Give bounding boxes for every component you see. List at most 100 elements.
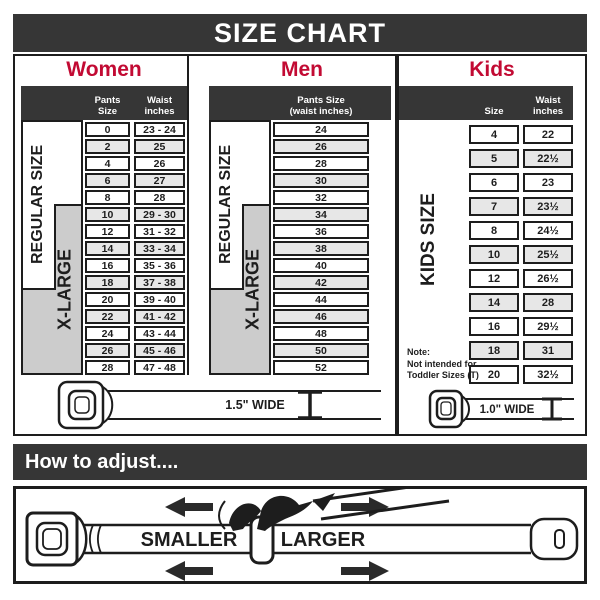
kids-note: Note: Not intended for Toddler Sizes (T) [407, 346, 479, 381]
waist-cell: 35 - 36 [134, 258, 185, 273]
table-row: 28 47 - 48 [85, 360, 185, 375]
table-row: 20 39 - 40 [85, 292, 185, 307]
kids-rows: 4 22 5 22½ 6 23 7 23½ 8 24½ [469, 120, 573, 384]
women-table-header: Pants Size Waist inches [21, 86, 187, 120]
hand-illustration [218, 489, 450, 531]
adult-section-box: Women Pants Size Waist inches [13, 54, 397, 436]
table-row: 12 26½ [469, 269, 573, 288]
pants-size-cell: 28 [273, 156, 369, 171]
kids-section-box: Kids Size Waist inches KIDS SIZE Note: N… [397, 54, 587, 436]
pants-size-cell: 48 [273, 326, 369, 341]
table-row: 24 43 - 44 [85, 326, 185, 341]
waist-cell: 23 - 24 [134, 122, 185, 137]
waist-cell: 32½ [523, 365, 573, 384]
table-row: 46 [273, 309, 369, 324]
kids-table-header: Size Waist inches [399, 86, 573, 120]
table-row: 8 24½ [469, 221, 573, 240]
size-chart-page: SIZE CHART Women Pants Size Waist inches [13, 14, 587, 584]
kids-size-header: Size [484, 105, 504, 117]
kids-belt-illustration: 1.0" WIDE [399, 384, 585, 434]
table-row: 2 25 [85, 139, 185, 154]
waist-cell: 28 [523, 293, 573, 312]
waist-cell: 25 [134, 139, 185, 154]
table-row: 4 22 [469, 125, 573, 144]
men-section: Men Pants Size (waist inches) [189, 56, 395, 375]
pants-size-cell: 16 [85, 258, 130, 273]
table-row: 20 32½ [469, 365, 573, 384]
men-rows: 24 26 28 30 32 34 [273, 120, 369, 375]
women-section: Women Pants Size Waist inches [15, 56, 189, 375]
table-row: 52 [273, 360, 369, 375]
waist-cell: 23½ [523, 197, 573, 216]
waist-cell: 45 - 46 [134, 343, 185, 358]
belt-tip [529, 517, 579, 561]
table-row: 42 [273, 275, 369, 290]
women-size-type-column: REGULAR SIZE X-LARGE [21, 120, 83, 375]
table-row: 10 29 - 30 [85, 207, 185, 222]
table-row: 0 23 - 24 [85, 122, 185, 137]
table-row: 6 23 [469, 173, 573, 192]
page-title: SIZE CHART [13, 14, 587, 52]
size-cell: 14 [469, 293, 519, 312]
pants-size-cell: 0 [85, 122, 130, 137]
table-row: 16 29½ [469, 317, 573, 336]
pants-size-cell: 18 [85, 275, 130, 290]
size-cell: 16 [469, 317, 519, 336]
pants-size-cell: 40 [273, 258, 369, 273]
pants-size-cell: 50 [273, 343, 369, 358]
kids-belt-width-label: 1.0" WIDE [480, 404, 535, 416]
women-title: Women [66, 58, 142, 81]
pants-size-cell: 44 [273, 292, 369, 307]
size-cell: 10 [469, 245, 519, 264]
pants-size-cell: 42 [273, 275, 369, 290]
pants-size-cell: 12 [85, 224, 130, 239]
table-row: 50 [273, 343, 369, 358]
waist-cell: 41 - 42 [134, 309, 185, 324]
pants-size-cell: 8 [85, 190, 130, 205]
waist-cell: 29 - 30 [134, 207, 185, 222]
pants-size-cell: 32 [273, 190, 369, 205]
table-row: 26 [273, 139, 369, 154]
pants-size-cell: 24 [85, 326, 130, 341]
waist-cell: 23 [523, 173, 573, 192]
kids-size-type-column: KIDS SIZE Note: Not intended for Toddler… [407, 120, 479, 384]
table-row: 12 31 - 32 [85, 224, 185, 239]
waist-cell: 26½ [523, 269, 573, 288]
waist-cell: 29½ [523, 317, 573, 336]
pants-size-cell: 4 [85, 156, 130, 171]
table-row: 22 41 - 42 [85, 309, 185, 324]
table-row: 8 28 [85, 190, 185, 205]
pants-size-cell: 14 [85, 241, 130, 256]
table-row: 36 [273, 224, 369, 239]
table-row: 18 31 [469, 341, 573, 360]
table-row: 48 [273, 326, 369, 341]
waist-cell: 22½ [523, 149, 573, 168]
waist-cell: 24½ [523, 221, 573, 240]
x-large-label: X-LARGE [242, 249, 263, 331]
pants-size-cell: 20 [85, 292, 130, 307]
size-cell: 8 [469, 221, 519, 240]
adult-belt-illustration: 1.5" WIDE [15, 375, 395, 434]
table-row: 24 [273, 122, 369, 137]
seatbelt-buckle-belt-icon: 1.0" WIDE [428, 389, 574, 429]
men-table: REGULAR SIZE X-LARGE 24 26 28 [209, 120, 395, 375]
waist-cell: 22 [523, 125, 573, 144]
table-row: 38 [273, 241, 369, 256]
pants-size-cell: 28 [85, 360, 130, 375]
waist-cell: 27 [134, 173, 185, 188]
pants-size-cell: 52 [273, 360, 369, 375]
waist-cell: 26 [134, 156, 185, 171]
pants-size-cell: 24 [273, 122, 369, 137]
size-cell: 5 [469, 149, 519, 168]
width-measure-icon [298, 389, 322, 420]
size-cell: 7 [469, 197, 519, 216]
men-table-header: Pants Size (waist inches) [209, 86, 391, 120]
women-table: REGULAR SIZE X-LARGE 0 23 - 24 2 25 [21, 120, 187, 375]
smaller-arrows [165, 497, 213, 581]
waist-cell: 43 - 44 [134, 326, 185, 341]
waist-cell: 28 [134, 190, 185, 205]
table-row: 14 28 [469, 293, 573, 312]
table-row: 32 [273, 190, 369, 205]
adult-belt-width-label: 1.5" WIDE [225, 398, 284, 412]
kids-table: KIDS SIZE Note: Not intended for Toddler… [399, 120, 585, 384]
